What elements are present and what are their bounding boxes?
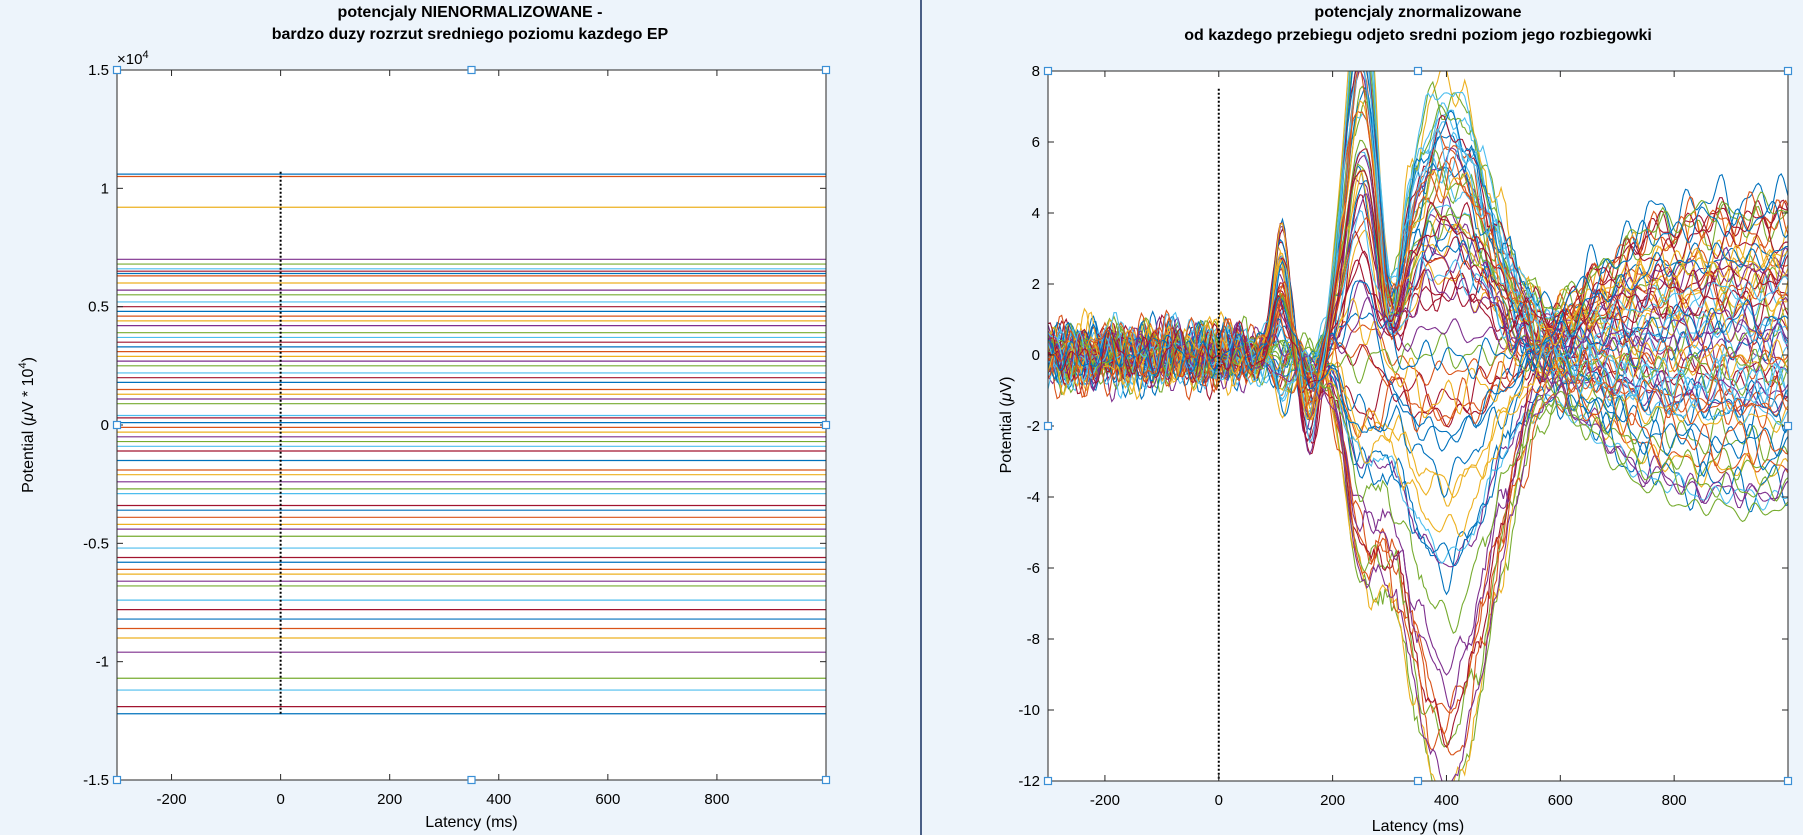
chart-title: potencjaly NIENORMALIZOWANE - <box>338 4 603 21</box>
x-tick-label: 600 <box>1548 792 1573 809</box>
axis-multiplier: ×104 <box>117 49 149 68</box>
figure-divider[interactable] <box>920 0 922 835</box>
selection-handle <box>1783 421 1793 431</box>
y-label-mid: V * 10 <box>20 368 37 412</box>
y-label-mu: μ <box>20 412 37 422</box>
y-label-mu: μ <box>998 392 1015 402</box>
chart-title: potencjaly znormalizowane <box>1314 4 1521 21</box>
selection-handle <box>821 65 831 75</box>
series-line <box>1048 280 1788 756</box>
chart-subtitle: od kazdego przebiegu odjeto sredni pozio… <box>1184 27 1652 44</box>
y-tick-label: -1 <box>96 654 109 671</box>
selection-handle <box>1043 421 1053 431</box>
x-axis-label: Latency (ms) <box>425 814 517 831</box>
series-lines <box>117 173 826 715</box>
series-lines <box>1048 71 1788 781</box>
y-tick-label: -0.5 <box>83 535 109 552</box>
x-tick-label: 200 <box>1320 792 1345 809</box>
x-tick-label: 400 <box>486 791 511 808</box>
chart-subtitle: bardzo duzy rozrzut sredniego poziomu ka… <box>272 26 669 43</box>
y-label-prefix: Potential ( <box>998 401 1015 474</box>
selection-handle <box>821 420 831 430</box>
series-line <box>1048 216 1788 417</box>
selection-handle <box>821 775 831 785</box>
series-line <box>1048 199 1788 736</box>
y-label-suffix: ) <box>20 357 37 362</box>
series-line <box>1048 191 1788 439</box>
x-tick-label: 800 <box>704 791 729 808</box>
selection-handle <box>1413 776 1423 786</box>
series-line <box>1048 71 1788 430</box>
x-tick-label: 0 <box>276 791 284 808</box>
x-tick-label: 400 <box>1434 792 1459 809</box>
series-line <box>1048 331 1788 781</box>
y-tick-label: 1 <box>101 180 109 197</box>
series-line <box>1048 71 1788 412</box>
x-tick-label: 600 <box>595 791 620 808</box>
chart-left: -200 0 200 400 600 800 -1.5 -1 -0.5 0 0.5 1 1.5 poten… <box>17 4 831 831</box>
y-tick-label: 2 <box>1032 276 1040 293</box>
x-tick-label: -200 <box>1090 792 1120 809</box>
y-tick-label: 6 <box>1032 134 1040 151</box>
selection-handle <box>1043 776 1053 786</box>
x-tick-label: 200 <box>377 791 402 808</box>
selection-handle <box>1783 776 1793 786</box>
y-tick-label: 8 <box>1032 63 1040 80</box>
y-tick-label: -10 <box>1018 702 1040 719</box>
y-tick-label: -8 <box>1027 631 1040 648</box>
multiplier-base: ×10 <box>117 51 142 68</box>
selection-handle <box>467 775 476 785</box>
selection-handle <box>112 775 122 785</box>
x-tick-label: 0 <box>1215 792 1223 809</box>
y-tick-label: -4 <box>1027 489 1040 506</box>
y-axis-label: Potential (μV) <box>998 377 1015 474</box>
y-label-mid: V <box>998 382 1015 393</box>
y-tick-label: 4 <box>1032 205 1040 222</box>
y-tick-label: -2 <box>1027 418 1040 435</box>
selection-handle <box>1783 66 1793 76</box>
selection-handle <box>1043 66 1053 76</box>
series-line <box>1048 71 1788 381</box>
selection-handle <box>467 65 476 75</box>
y-tick-label: 1.5 <box>88 62 109 79</box>
y-tick-label: -1.5 <box>83 772 109 789</box>
selection-handle <box>1413 66 1423 76</box>
series-line <box>1048 148 1788 385</box>
y-tick-label: 0 <box>101 417 109 434</box>
y-label-exp: 4 <box>17 362 29 368</box>
series-line <box>1048 242 1788 452</box>
multiplier-exp: 4 <box>142 49 148 61</box>
plot-area <box>117 70 826 780</box>
y-label-suffix: ) <box>998 377 1015 382</box>
x-axis-label: Latency (ms) <box>1372 818 1464 835</box>
series-line <box>1048 71 1788 420</box>
selection-handle <box>112 420 122 430</box>
y-axis-label: Potential (μV * 104) <box>17 357 37 493</box>
y-label-prefix: Potential ( <box>20 420 37 493</box>
selection-handle <box>112 65 122 75</box>
y-tick-label: -12 <box>1018 773 1040 790</box>
x-tick-label: -200 <box>157 791 187 808</box>
chart-right: -200 0 200 400 600 800 -12 -10 -8 -6 -4 -2 0 2 4 6 8 pote… <box>998 4 1793 835</box>
y-tick-label: -6 <box>1027 560 1040 577</box>
series-line <box>1048 222 1788 538</box>
series-line <box>1048 293 1788 635</box>
y-tick-label: 0 <box>1032 347 1040 364</box>
x-tick-label: 800 <box>1662 792 1687 809</box>
y-tick-label: 0.5 <box>88 299 109 316</box>
